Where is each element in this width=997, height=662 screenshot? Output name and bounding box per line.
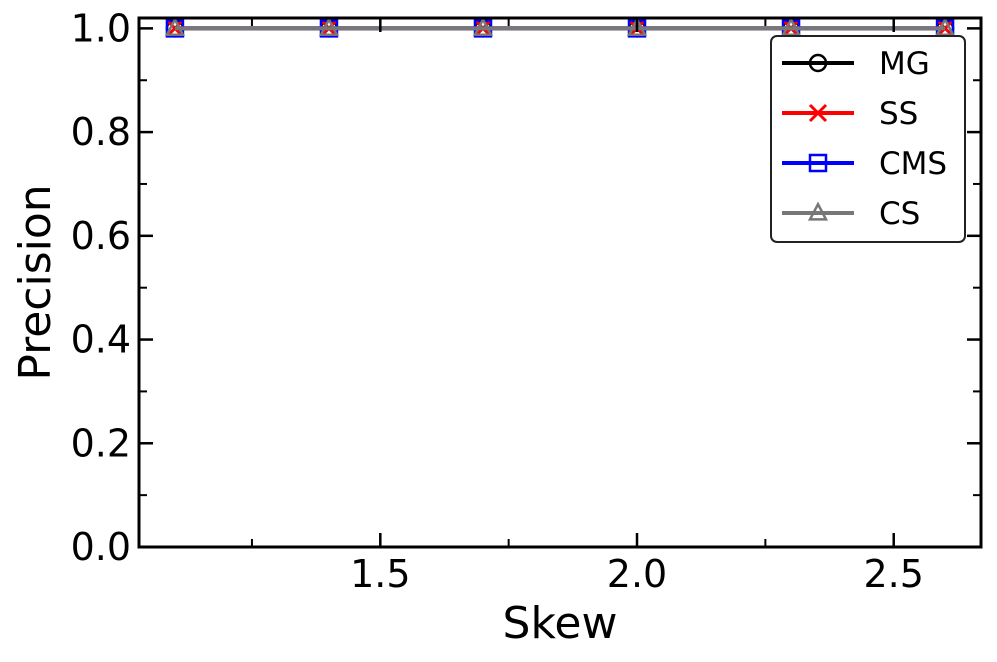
legend-label: CS — [879, 196, 920, 232]
legend-label: MG — [879, 46, 930, 82]
data-point-cs-4 — [780, 16, 802, 37]
plot-frame — [137, 16, 983, 549]
legend-label: SS — [879, 96, 918, 132]
series-cs — [164, 16, 956, 37]
legend-item-ss: SS — [782, 96, 918, 132]
legend-label: CMS — [879, 146, 947, 182]
legend: MG SS CMS CS — [770, 35, 966, 243]
y-tick-label: 1.0 — [71, 6, 131, 50]
y-tick-label: 0.0 — [71, 525, 131, 569]
data-point-cs-5 — [934, 16, 956, 37]
data-point-cs-3 — [626, 16, 648, 37]
y-tick-label: 0.4 — [71, 318, 131, 362]
legend-marker — [808, 103, 828, 123]
data-point-cs-1 — [318, 16, 340, 37]
legend-marker — [808, 153, 828, 173]
y-axis-label: Precision — [10, 184, 61, 380]
legend-marker — [808, 53, 828, 73]
x-axis-label: Skew — [503, 598, 618, 649]
legend-item-mg: MG — [782, 46, 930, 82]
ticks-layer: 1.5 2.0 2.5 0.0 0.2 0.4 0.6 0.8 1.0 — [71, 6, 981, 596]
data-point-cs-0 — [164, 16, 186, 37]
x-tick-label: 2.5 — [864, 552, 924, 596]
legend-item-cms: CMS — [782, 146, 947, 182]
data-point-cs-2 — [472, 16, 494, 37]
x-tick-label: 1.5 — [350, 552, 410, 596]
series-layer — [164, 16, 956, 38]
y-tick-label: 0.6 — [71, 214, 131, 258]
legend-marker-b — [808, 103, 828, 123]
y-tick-label: 0.8 — [71, 110, 131, 154]
legend-item-cs: CS — [782, 196, 920, 232]
y-tick-label: 0.2 — [71, 421, 131, 465]
legend-marker — [807, 201, 829, 221]
legend-box — [770, 35, 966, 243]
x-tick-label: 2.0 — [607, 552, 667, 596]
